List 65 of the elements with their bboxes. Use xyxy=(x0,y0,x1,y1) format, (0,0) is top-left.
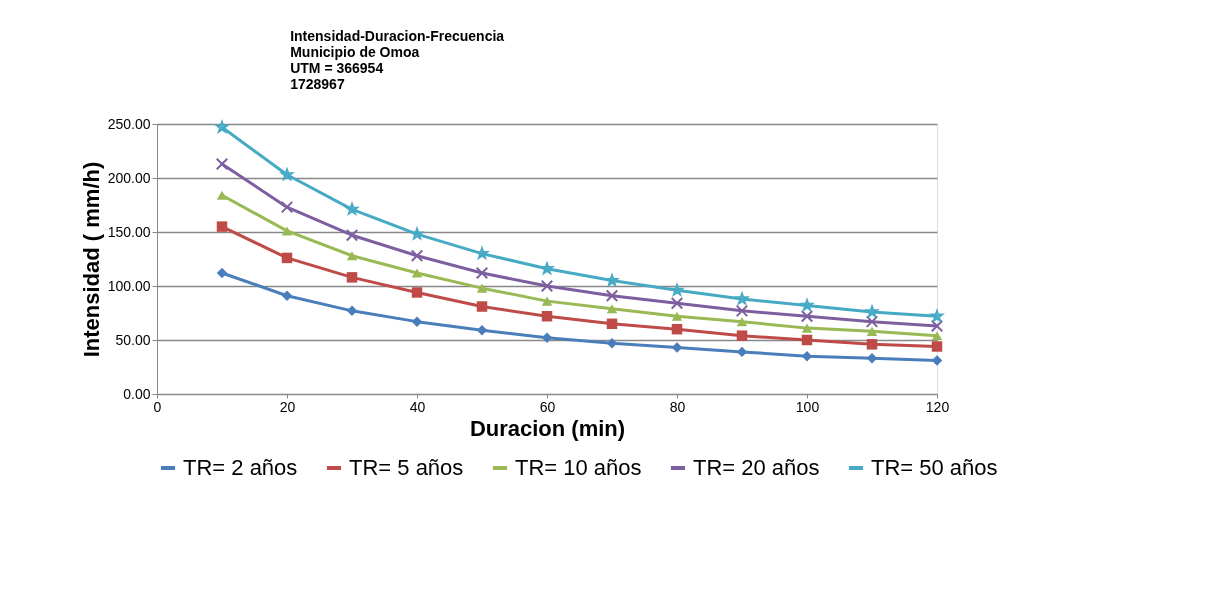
legend-label: TR= 20 años xyxy=(693,455,820,480)
legend-label: TR= 2 años xyxy=(183,455,298,480)
point xyxy=(346,251,358,261)
point xyxy=(476,301,488,312)
point xyxy=(476,325,488,336)
x-tick-label: 120 xyxy=(925,398,950,415)
legend-label: TR= 10 años xyxy=(515,455,642,480)
x-axis-title: Duracion (min) xyxy=(469,415,626,441)
point xyxy=(216,267,228,279)
y-tick-label: 250.00 xyxy=(107,115,151,132)
point xyxy=(671,323,683,335)
point xyxy=(931,341,943,352)
x-tick-label: 60 xyxy=(539,398,556,415)
y-tick-label: 150.00 xyxy=(107,223,151,240)
x-tick-label: 80 xyxy=(669,398,686,415)
point xyxy=(346,305,358,317)
point xyxy=(281,226,293,236)
point xyxy=(411,316,423,327)
legend-label: TR= 50 años xyxy=(871,455,998,480)
legend-label: TR= 5 años xyxy=(349,455,464,480)
x-tick-label: 20 xyxy=(279,398,296,415)
point xyxy=(736,317,748,327)
point xyxy=(671,342,683,353)
point xyxy=(866,339,878,350)
point xyxy=(541,332,553,344)
x-tick-label: 0 xyxy=(153,398,162,415)
point xyxy=(346,272,358,283)
x-tick-label: 40 xyxy=(409,398,426,415)
point xyxy=(605,289,619,302)
y-tick-label: 0.00 xyxy=(123,385,151,402)
point xyxy=(800,310,814,323)
point xyxy=(541,296,553,306)
point xyxy=(280,200,294,214)
point xyxy=(606,318,618,330)
point xyxy=(606,304,618,314)
point xyxy=(931,355,943,366)
point xyxy=(476,283,488,293)
point xyxy=(735,304,749,318)
point xyxy=(736,330,748,341)
chart-title: Intensidad-Duracion-Frecuencia Municipio de Omoa UTM = 366954 1728967 xyxy=(290,28,505,92)
point xyxy=(671,311,683,321)
point xyxy=(216,190,228,200)
point xyxy=(475,266,489,280)
point xyxy=(866,326,878,336)
point xyxy=(281,290,293,301)
point xyxy=(215,157,229,171)
y-tick-label: 100.00 xyxy=(107,277,151,294)
point xyxy=(931,331,943,341)
point xyxy=(281,252,293,264)
x-tick-label: 100 xyxy=(795,398,820,415)
point xyxy=(801,323,813,333)
y-tick-label: 200.00 xyxy=(107,169,151,186)
point xyxy=(410,249,424,262)
point xyxy=(345,229,359,242)
point xyxy=(411,287,423,298)
y-tick-label: 50.00 xyxy=(115,331,151,348)
point xyxy=(541,311,553,322)
point xyxy=(865,315,879,328)
point xyxy=(930,319,944,333)
point xyxy=(216,221,228,232)
point xyxy=(411,268,423,278)
point xyxy=(540,279,554,293)
y-axis-title: Intensidad ( mm/h) xyxy=(78,161,104,358)
point xyxy=(801,334,813,346)
point xyxy=(670,297,684,310)
